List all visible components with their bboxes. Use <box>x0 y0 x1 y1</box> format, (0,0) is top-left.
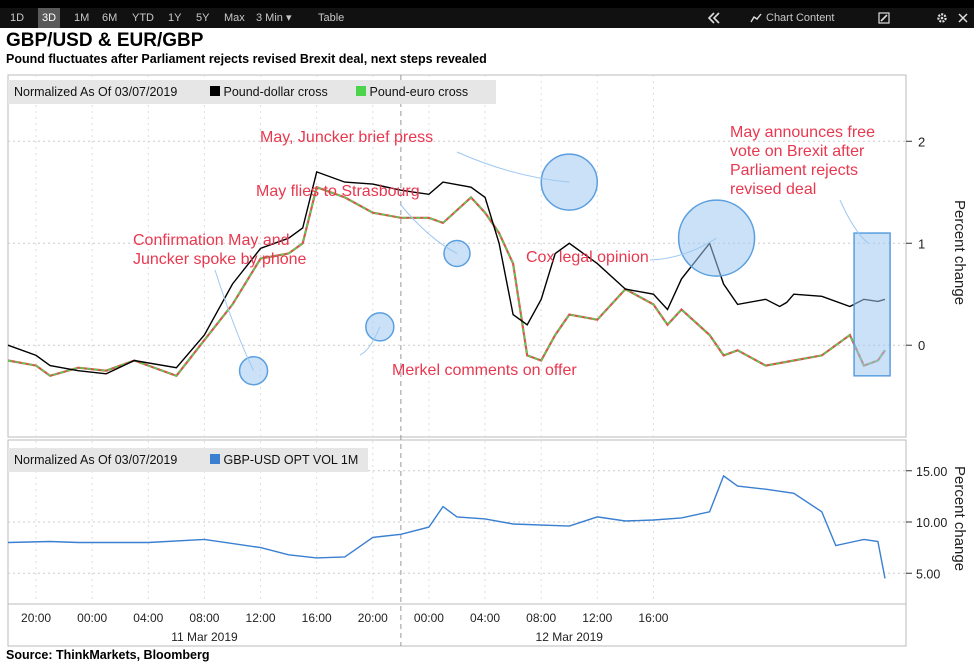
x-tick-label: 00:00 <box>414 611 444 625</box>
x-date-label: 12 Mar 2019 <box>536 630 604 644</box>
bottom-y-axis-label: Percent change <box>951 466 968 571</box>
legend-pound-euro: Pound-euro cross <box>356 80 468 104</box>
x-tick-label: 00:00 <box>77 611 107 625</box>
pound-euro-line <box>7 186 886 377</box>
source-note: Source: ThinkMarkets, Bloomberg <box>6 648 210 662</box>
range-ytd-button[interactable]: YTD <box>132 12 154 24</box>
top-y-tick-label: 1 <box>918 236 925 251</box>
close-icon[interactable] <box>958 13 968 23</box>
annotation-label: May flies to Strasbourg <box>256 183 420 200</box>
annotation-label: Juncker spoke by phone <box>133 251 307 268</box>
top-y-axis-label: Percent change <box>951 200 968 305</box>
annotation-leader <box>649 237 717 261</box>
bottom-legend: Normalized As Of 03/07/2019 GBP-USD OPT … <box>8 448 368 472</box>
range-5y-button[interactable]: 5Y <box>196 12 210 24</box>
range-1y-button[interactable]: 1Y <box>168 12 182 24</box>
x-tick-label: 04:00 <box>470 611 500 625</box>
toolbar-top-strip <box>0 0 974 8</box>
range-1d-button[interactable]: 1D <box>10 12 25 24</box>
annotation-leader <box>456 151 570 183</box>
bottom-y-tick-label: 5.00 <box>916 567 940 581</box>
annotation-leader <box>839 199 869 244</box>
x-tick-label: 20:00 <box>358 611 388 625</box>
x-tick-label: 16:00 <box>638 611 668 625</box>
top-legend-prefix: Normalized As Of 03/07/2019 <box>14 85 178 99</box>
range-1m-button[interactable]: 1M <box>74 12 90 24</box>
annotation-label: Cox legal opinion <box>526 249 649 266</box>
annotation-label: May announces free <box>730 124 875 141</box>
bottom-legend-prefix: Normalized As Of 03/07/2019 <box>14 453 178 467</box>
x-tick-label: 12:00 <box>582 611 612 625</box>
bottom-y-tick-label: 10.00 <box>916 516 947 530</box>
range-max-button[interactable]: Max <box>224 12 245 24</box>
legend-vol: GBP-USD OPT VOL 1M <box>210 448 358 472</box>
legend-swatch-black <box>210 86 220 96</box>
x-tick-label: 20:00 <box>21 611 51 625</box>
range-3d-button[interactable]: 3D <box>38 8 61 28</box>
gear-icon[interactable] <box>936 12 948 24</box>
top-y-tick-label: 2 <box>918 134 925 149</box>
chart-icon <box>750 13 762 23</box>
x-date-label: 11 Mar 2019 <box>171 630 238 644</box>
top-y-tick-label: 0 <box>918 338 925 353</box>
chart-content-menu[interactable]: Chart Content <box>766 12 835 24</box>
toolbar: 1D 3D 1M 6M YTD 1Y 5Y Max 3 Min ▾ Table … <box>0 8 974 28</box>
table-button[interactable]: Table <box>318 12 345 24</box>
double-chevron-left-icon[interactable] <box>708 12 720 24</box>
annotation-leader <box>359 326 381 356</box>
legend-swatch-blue <box>210 454 220 464</box>
annotation-label: revised deal <box>730 181 816 198</box>
legend-swatch-green <box>356 86 366 96</box>
x-tick-label: 08:00 <box>189 611 219 625</box>
legend-pound-dollar: Pound-dollar cross <box>210 80 328 104</box>
x-tick-label: 12:00 <box>246 611 276 625</box>
x-tick-label: 16:00 <box>302 611 332 625</box>
pound-dollar-line <box>7 170 886 375</box>
annotation-label: May, Juncker brief press <box>260 129 433 146</box>
annotation-label: Merkel comments on offer <box>392 362 577 379</box>
annotation-label: Confirmation May and <box>133 232 290 249</box>
annotation-label: Parliament rejects <box>730 162 858 179</box>
bottom-y-tick-label: 15.00 <box>916 465 947 479</box>
x-axis-area <box>7 603 907 647</box>
chart-title: GBP/USD & EUR/GBP <box>6 30 204 51</box>
event-highlight-box <box>853 232 891 377</box>
x-tick-label: 08:00 <box>526 611 556 625</box>
interval-dropdown[interactable]: 3 Min ▾ <box>256 12 292 24</box>
chart-subtitle: Pound fluctuates after Parliament reject… <box>6 52 487 66</box>
edit-icon[interactable] <box>878 12 890 24</box>
x-tick-label: 04:00 <box>133 611 163 625</box>
annotation-leader <box>399 203 458 254</box>
range-6m-button[interactable]: 6M <box>102 12 118 24</box>
annotation-label: vote on Brexit after <box>730 143 865 160</box>
annotation-leader <box>214 269 254 371</box>
vol-line <box>7 474 886 579</box>
top-legend: Normalized As Of 03/07/2019 Pound-dollar… <box>8 80 496 104</box>
